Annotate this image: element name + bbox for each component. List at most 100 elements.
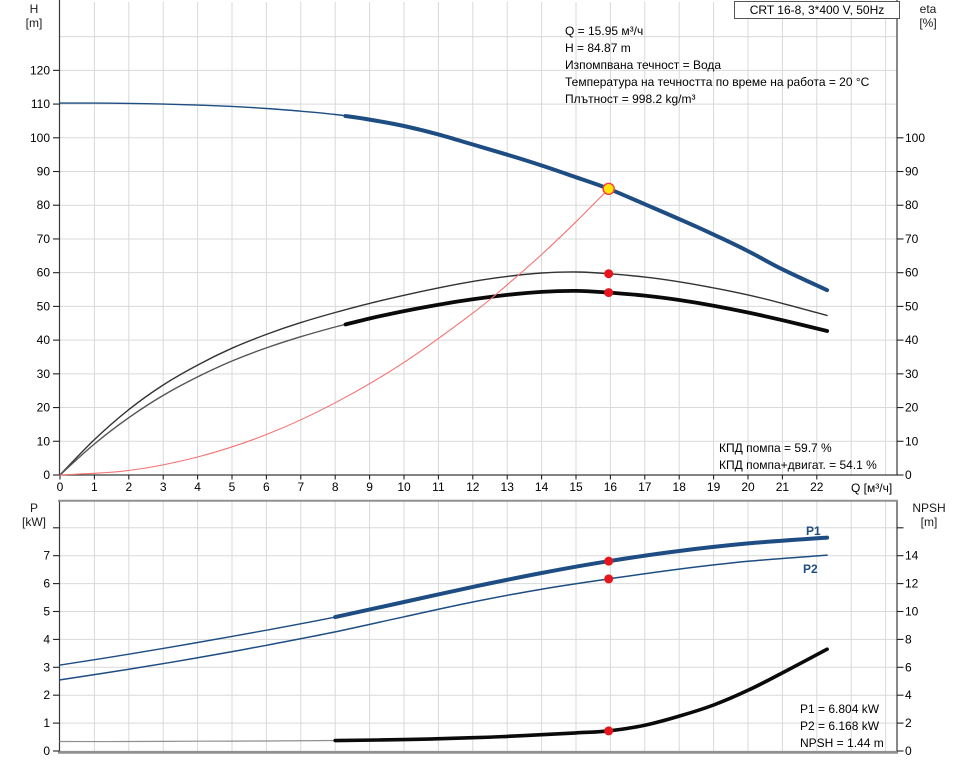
npsh-axis-title-unit: [m] — [920, 515, 938, 529]
h-tick-label: 30 — [37, 367, 51, 381]
q-tick-label: 15 — [569, 480, 583, 494]
eta-tick-label: 20 — [905, 401, 919, 415]
eta-total-dot — [604, 288, 614, 298]
p1-curve-label: P1 — [806, 524, 821, 538]
npsh-axis-title-symbol: NPSH — [912, 501, 946, 515]
eta-pump-dot — [604, 269, 614, 279]
eta-pump-curve — [59, 271, 828, 476]
q-tick-label: 6 — [263, 480, 270, 494]
q-tick-label: 2 — [125, 480, 132, 494]
power-result-block: P1 = 6.804 kW P2 = 6.168 kW NPSH = 1.44 … — [800, 701, 884, 752]
info-liquid: Изпомпвана течност = Вода — [565, 58, 722, 72]
eta-total-curve — [59, 290, 828, 476]
p2-curve — [59, 554, 828, 681]
q-tick-label: 13 — [501, 480, 515, 494]
eta-tick-label: 40 — [905, 333, 919, 347]
eta-tick-label: 100 — [905, 131, 925, 145]
q-tick-label: 4 — [194, 480, 201, 494]
p-axis-title-unit: [kW] — [22, 515, 46, 529]
q-tick-label: 14 — [535, 480, 549, 494]
q-tick-label: 9 — [366, 480, 373, 494]
q-axis-unit-label: Q [м³/ч] — [851, 481, 893, 495]
eta-tick-label: 80 — [905, 198, 919, 212]
p-tick-label: 0 — [43, 744, 50, 758]
npsh-tick-label: 14 — [905, 549, 919, 563]
npsh-tick-label: 8 — [905, 632, 912, 646]
q-tick-label: 5 — [229, 480, 236, 494]
h-tick-label: 20 — [37, 401, 51, 415]
duty-info-block: Q = 15.95 м³/ч H = 84.87 m Изпомпвана те… — [565, 23, 869, 108]
q-tick-label: 3 — [160, 480, 167, 494]
q-tick-label: 12 — [466, 480, 480, 494]
h-tick-label: 80 — [37, 198, 51, 212]
npsh-tick-label: 2 — [905, 716, 912, 730]
eta-tick-label: 90 — [905, 165, 919, 179]
q-tick-label: 1 — [91, 480, 98, 494]
npsh-tick-label: 6 — [905, 660, 912, 674]
h-tick-label: 90 — [37, 165, 51, 179]
h-curve-thick — [343, 114, 830, 293]
p-tick-label: 5 — [43, 605, 50, 619]
h-axis-title-symbol: H — [29, 2, 39, 16]
q-tick-label: 0 — [57, 480, 64, 494]
info-temperature: Температура на течността по време на раб… — [565, 75, 870, 89]
eta-tick-label: 0 — [905, 468, 912, 482]
h-tick-label: 40 — [37, 333, 51, 347]
info-density: Плътност = 998.2 kg/m³ — [565, 92, 696, 106]
h-axis-title: H [m] — [16, 2, 52, 30]
h-curve — [59, 102, 828, 291]
p1-dot — [604, 556, 614, 566]
system-curve — [59, 188, 610, 476]
p2-value: P2 = 6.168 kW — [800, 719, 880, 733]
q-tick-label: 20 — [741, 480, 755, 494]
eta-tick-label: 30 — [905, 367, 919, 381]
npsh-value: NPSH = 1.44 m — [800, 736, 884, 750]
h-tick-label: 50 — [37, 299, 51, 313]
eta-total-curve-thick — [343, 288, 829, 333]
q-tick-label: 17 — [638, 480, 652, 494]
npsh-tick-label: 4 — [905, 688, 912, 702]
p-tick-label: 1 — [43, 716, 50, 730]
p-tick-label: 4 — [43, 632, 50, 646]
p-axis-title-symbol: P — [29, 501, 38, 515]
npsh-tick-label: 10 — [905, 605, 919, 619]
eta-tick-label: 60 — [905, 266, 919, 280]
p1-curve — [59, 536, 828, 666]
npsh-tick-label: 12 — [905, 577, 919, 591]
info-head: H = 84.87 m — [565, 41, 631, 55]
p1-curve-thick — [333, 535, 830, 620]
eta-axis-title-symbol: eta — [919, 2, 937, 16]
operating-point — [602, 182, 615, 196]
q-tick-label: 19 — [707, 480, 721, 494]
npsh-axis-title: NPSH [m] — [904, 501, 954, 529]
eta-axis-title: eta [%] — [908, 2, 948, 30]
q-tick-label: 22 — [810, 480, 824, 494]
eta-tick-label: 70 — [905, 232, 919, 246]
p2-curve-label: P2 — [803, 562, 818, 576]
p-tick-label: 6 — [43, 577, 50, 591]
h-tick-label: 60 — [37, 266, 51, 280]
npsh-tick-label: 0 — [905, 744, 912, 758]
q-tick-label: 21 — [776, 480, 790, 494]
h-tick-label: 110 — [31, 97, 50, 111]
h-tick-label: 120 — [30, 63, 50, 77]
p1-value: P1 = 6.804 kW — [800, 702, 880, 716]
p-tick-label: 3 — [43, 660, 50, 674]
p-axis-title: P [kW] — [14, 501, 54, 529]
h-tick-label: 100 — [30, 131, 50, 145]
eta-total-value: КПД помпа+двигат. = 54.1 % — [719, 458, 877, 472]
p-tick-label: 7 — [43, 549, 50, 563]
eta-tick-label: 10 — [905, 434, 919, 448]
h-tick-label: 10 — [37, 434, 51, 448]
h-tick-label: 0 — [43, 468, 50, 482]
q-tick-label: 11 — [432, 480, 445, 494]
p-tick-label: 2 — [43, 688, 50, 702]
npsh-dot — [604, 726, 614, 736]
h-tick-label: 70 — [37, 232, 51, 246]
p2-dot — [604, 574, 614, 584]
q-tick-label: 8 — [332, 480, 339, 494]
eta-axis-title-unit: [%] — [919, 16, 937, 30]
h-axis-title-unit: [m] — [25, 16, 43, 30]
